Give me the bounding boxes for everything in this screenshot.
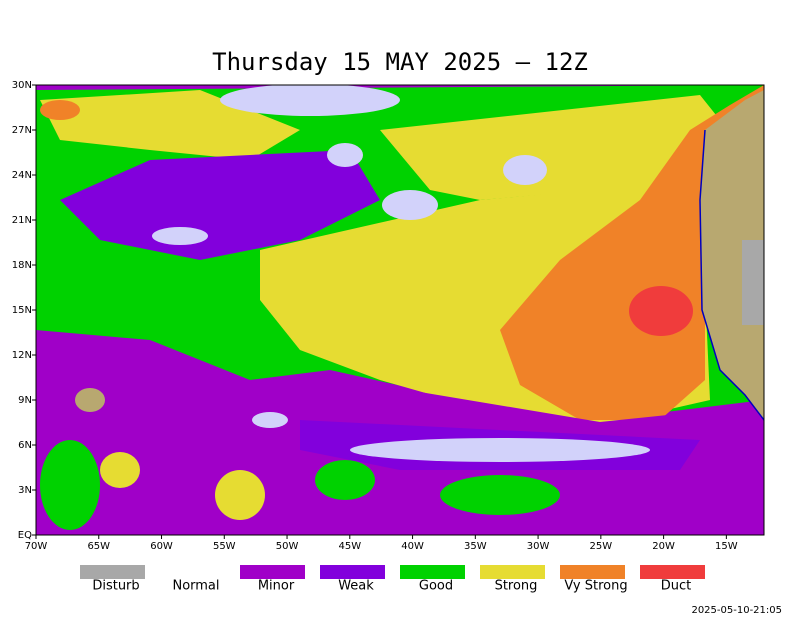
y-tick-label: 6N [18, 440, 32, 451]
x-tick-label: 50W [276, 541, 299, 552]
y-tick-label: EQ [18, 530, 32, 541]
legend-label: Vy Strong [564, 579, 627, 594]
legend-swatch [320, 565, 385, 579]
x-tick-label: 65W [87, 541, 110, 552]
x-tick-label: 25W [590, 541, 613, 552]
legend-label: Weak [338, 579, 374, 594]
title: Thursday 15 MAY 2025 — 12Z [212, 48, 588, 76]
legend-swatch [400, 565, 465, 579]
y-tick-label: 15N [12, 305, 32, 316]
x-tick-label: 35W [464, 541, 487, 552]
x-tick-label: 30W [527, 541, 550, 552]
legend-label: Strong [495, 579, 538, 594]
legend-label: Disturb [92, 579, 139, 594]
y-tick-label: 12N [12, 350, 32, 361]
y-tick-label: 21N [12, 215, 32, 226]
x-tick-label: 70W [25, 541, 48, 552]
legend-swatch [640, 565, 705, 579]
legend-swatch [560, 565, 625, 579]
y-tick-label: 3N [18, 485, 32, 496]
x-tick-label: 45W [338, 541, 361, 552]
legend-label: Minor [258, 579, 295, 594]
x-tick-label: 55W [213, 541, 236, 552]
legend-swatch [480, 565, 545, 579]
y-tick-label: 27N [12, 125, 32, 136]
y-tick-label: 30N [12, 80, 32, 91]
y-tick-label: 9N [18, 395, 32, 406]
map [35, 84, 765, 536]
legend-swatch [240, 565, 305, 579]
legend-swatch [80, 565, 145, 579]
x-tick-label: 40W [401, 541, 424, 552]
legend-label: Normal [172, 579, 219, 594]
legend-label: Duct [661, 579, 692, 594]
x-tick-label: 20W [652, 541, 675, 552]
x-tick-label: 60W [150, 541, 173, 552]
y-tick-label: 18N [12, 260, 32, 271]
legend-label: Good [419, 579, 453, 594]
timestamp: 2025-05-10-21:05 [691, 605, 782, 616]
y-tick-label: 24N [12, 170, 32, 181]
x-tick-label: 15W [715, 541, 738, 552]
